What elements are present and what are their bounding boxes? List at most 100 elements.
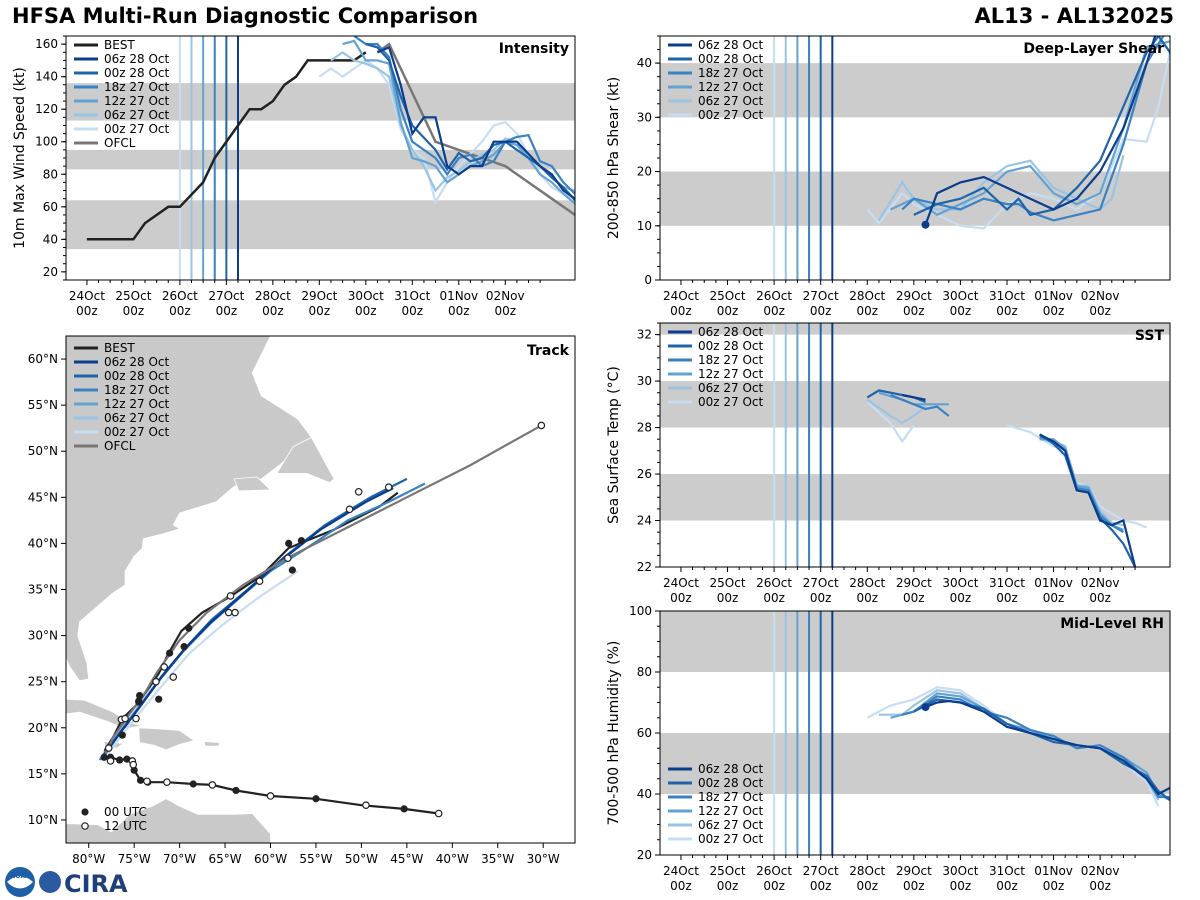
intensity-panel: 2040608010012014016024Oct00z25Oct00z26Oc… [12,36,610,318]
sst-ytick-label: 26 [637,467,652,481]
track-ytick-label: 45°N [28,490,58,504]
sst-xtick-hour: 00z [763,591,785,605]
intensity-xtick-date: 29Oct [301,289,337,303]
rh-xtick-date: 25Oct [710,864,746,878]
rh-legend-label: 18z 27 Oct [698,790,764,804]
track-ytick-label: 30°N [28,629,58,643]
track-dot-12utc [164,779,170,785]
track-legend-label: 00z 27 Oct [104,425,170,439]
rh-panel: 2040608010024Oct00z25Oct00z26Oct00z27Oct… [606,604,1200,893]
sst-xtick-hour: 00z [810,591,832,605]
track-ytick-label: 55°N [28,398,58,412]
rh-xtick-date: 27Oct [803,864,839,878]
intensity-legend-label: OFCL [104,136,136,150]
shear-xtick-date: 25Oct [710,289,746,303]
track-dot-12utc [538,422,544,428]
sst-legend-label: 18z 27 Oct [698,353,764,367]
sst-ytick-label: 32 [637,328,652,342]
rh-xtick-date: 01Nov [1034,864,1073,878]
track-dot-00utc [285,540,292,547]
intensity-xtick-date: 01Nov [439,289,478,303]
sst-xtick-date: 01Nov [1034,576,1073,590]
sst-xtick-date: 30Oct [942,576,978,590]
rh-xtick-hour: 00z [903,879,925,893]
shear-xtick-hour: 00z [856,304,878,318]
sst-xtick-date: 31Oct [989,576,1025,590]
intensity-ytick-label: 160 [35,37,58,51]
land-mass [204,742,219,747]
track-ytick-label: 50°N [28,444,58,458]
intensity-ytick-label: 140 [35,70,58,84]
intensity-xtick-hour: 00z [76,304,98,318]
land-mass [234,477,270,491]
shear-xtick-hour: 00z [1043,304,1065,318]
track-dot-00utc [101,754,108,761]
track-dot-12utc [106,745,112,751]
cira-logo-globe [39,871,61,893]
track-dot-00utc [181,643,188,650]
shear-xtick-hour: 00z [903,304,925,318]
intensity-legend-label: 00z 28 Oct [104,66,170,80]
shear-xtick-date: 26Oct [756,289,792,303]
rh-legend-label: 00z 27 Oct [698,832,764,846]
shear-xtick-hour: 00z [950,304,972,318]
track-dot-00utc [312,795,319,802]
intensity-legend-label: 06z 27 Oct [104,108,170,122]
intensity-xtick-date: 28Oct [255,289,291,303]
intensity-series-line [377,47,586,198]
track-xtick-label: 65°W [208,852,241,866]
track-dot-12utc [363,802,369,808]
shear-legend-label: 12z 27 Oct [698,80,764,94]
intensity-ytick-label: 40 [43,232,58,246]
rh-xtick-hour: 00z [763,879,785,893]
intensity-xtick-hour: 00z [402,304,424,318]
sst-ytick-label: 22 [637,560,652,574]
track-dot-12utc [232,609,238,615]
rh-ylabel: 700-500 hPa Humidity (%) [606,641,622,826]
sst-ylabel: Sea Surface Temp (°C) [606,366,622,524]
sst-xtick-date: 29Oct [896,576,932,590]
shear-xtick-hour: 00z [763,304,785,318]
shear-ytick-label: 10 [637,219,652,233]
rh-xtick-date: 24Oct [663,864,699,878]
rh-legend-label: 12z 27 Oct [698,804,764,818]
shear-ytick-label: 40 [637,56,652,70]
track-xtick-label: 45°W [390,852,423,866]
shear-init-marker [921,221,929,229]
intensity-xtick-hour: 00z [169,304,191,318]
rh-ytick-label: 20 [637,848,652,862]
sst-xtick-hour: 00z [1043,591,1065,605]
track-dot-12utc [385,484,391,490]
rh-xtick-hour: 00z [1089,879,1111,893]
rh-xtick-date: 28Oct [849,864,885,878]
track-dot-00utc [135,697,142,704]
track-dot-12utc [256,578,262,584]
shear-ylabel: 200-850 hPa Shear (kt) [606,77,622,239]
sst-ytick-label: 24 [637,514,652,528]
track-legend-label: 00z 28 Oct [104,369,170,383]
rh-xtick-hour: 00z [856,879,878,893]
sst-xtick-date: 02Nov [1081,576,1120,590]
intensity-xtick-date: 26Oct [162,289,198,303]
sst-legend-label: 00z 28 Oct [698,339,764,353]
track-legend-12utc-marker [82,823,88,829]
sst-legend-label: 00z 27 Oct [698,395,764,409]
intensity-legend-label: BEST [104,38,135,52]
sst-xtick-hour: 00z [717,591,739,605]
rh-xtick-date: 02Nov [1081,864,1120,878]
track-dot-12utc [346,506,352,512]
intensity-xtick-hour: 00z [448,304,470,318]
sst-xtick-hour: 00z [670,591,692,605]
intensity-legend-label: 18z 27 Oct [104,80,170,94]
rh-xtick-hour: 00z [950,879,972,893]
intensity-legend-label: 12z 27 Oct [104,94,170,108]
intensity-legend-label: 06z 28 Oct [104,52,170,66]
sst-panel: 22242628303224Oct00z25Oct00z26Oct00z27Oc… [606,323,1170,605]
shear-legend-label: 00z 28 Oct [698,52,764,66]
track-ytick-label: 20°N [28,721,58,735]
track-dot-12utc [225,609,231,615]
track-dot-12utc [267,793,273,799]
track-legend-00utc-marker [81,808,88,815]
intensity-series-line [319,60,586,203]
track-xtick-label: 40°W [436,852,469,866]
